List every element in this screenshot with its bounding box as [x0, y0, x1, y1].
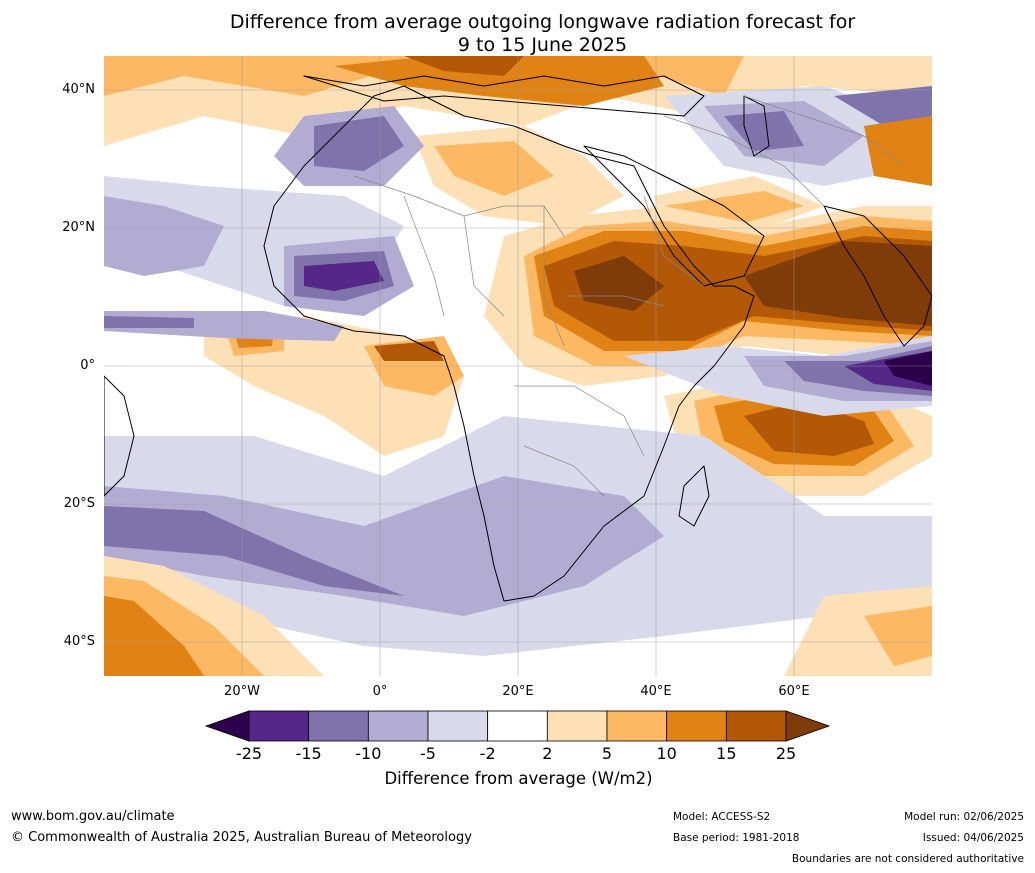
- colorbar-tick-label: 2: [542, 744, 553, 763]
- lat-label-20n: 20°N: [62, 220, 95, 235]
- colorbar-tick-label: 10: [656, 744, 677, 763]
- colorbar-extend-high: [785, 710, 830, 742]
- colorbar-tick-label: -25: [235, 744, 263, 763]
- colorbar-tick-label: -5: [420, 744, 436, 763]
- colorbar-swatch: [606, 710, 668, 742]
- footer-copyright: © Commonwealth of Australia 2025, Austra…: [11, 830, 472, 845]
- coastlines: [104, 75, 932, 602]
- colorbar-swatch: [308, 710, 369, 742]
- colorbar-swatch: [666, 710, 727, 742]
- colorbar-tick-label: -10: [355, 744, 382, 763]
- footer-website: www.bom.gov.au/climate: [11, 809, 175, 824]
- lat-label-20s: 20°S: [63, 496, 95, 511]
- country-borders: [353, 95, 905, 497]
- colorbar-swatch: [725, 710, 787, 742]
- lon-label-20e: 20°E: [502, 684, 534, 699]
- colorbar-extend-low: [205, 710, 250, 742]
- colorbar-swatch: [427, 710, 489, 742]
- graticule: [104, 56, 932, 676]
- lat-label-40n: 40°N: [62, 82, 95, 97]
- lon-label-0: 0°: [372, 684, 388, 699]
- colorbar-swatch: [367, 710, 429, 742]
- footer-disclaimer: Boundaries are not considered authoritat…: [791, 853, 1024, 865]
- footer-base-period: Base period: 1981-2018: [673, 832, 800, 844]
- anomaly-fill-layer: [104, 56, 932, 676]
- colorbar-tick-label: 5: [601, 744, 613, 763]
- lat-label-0: 0°: [80, 358, 95, 373]
- footer-model-run: Model run: 02/06/2025: [904, 811, 1024, 823]
- colorbar-unit-label: Difference from average (W/m2): [384, 769, 653, 788]
- colorbar: [205, 710, 830, 742]
- colorbar-tick-label: 15: [716, 744, 737, 763]
- colorbar-swatch: [248, 710, 310, 742]
- olr-anomaly-map: [104, 56, 932, 676]
- lon-label-60e: 60°E: [778, 684, 810, 699]
- lon-label-40e: 40°E: [640, 684, 672, 699]
- map-title-line-1: Difference from average outgoing longwav…: [229, 11, 856, 33]
- colorbar-tick-label: -15: [295, 744, 322, 763]
- colorbar-tick-label: 25: [775, 744, 797, 763]
- lon-label-20w: 20°W: [224, 684, 260, 699]
- footer-issued: Issued: 04/06/2025: [922, 832, 1024, 844]
- colorbar-swatch: [487, 710, 548, 742]
- colorbar-swatch: [546, 710, 608, 742]
- colorbar-tick-label: -2: [479, 744, 496, 763]
- footer-model: Model: ACCESS-S2: [673, 811, 771, 823]
- map-title-line-2: 9 to 15 June 2025: [457, 34, 628, 56]
- lat-label-40s: 40°S: [63, 634, 95, 649]
